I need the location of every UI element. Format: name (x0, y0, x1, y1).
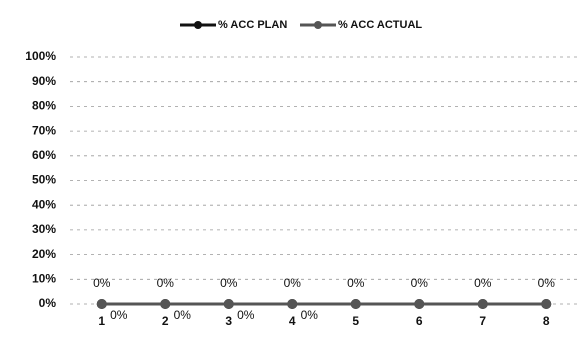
legend-label: % ACC ACTUAL (338, 19, 422, 31)
y-tick-label: 60% (32, 148, 56, 162)
data-label: 0% (110, 308, 128, 322)
x-tick-label: 7 (479, 314, 486, 328)
y-tick-label: 0% (39, 296, 57, 310)
y-tick-label: 10% (32, 271, 56, 285)
data-label: 0% (474, 276, 492, 290)
data-label: 0% (157, 276, 175, 290)
legend-label: % ACC PLAN (218, 19, 287, 31)
point (350, 299, 361, 309)
point (160, 299, 171, 309)
y-tick-label: 80% (32, 99, 56, 113)
point (96, 299, 107, 309)
y-tick-label: 90% (32, 74, 56, 88)
x-tick-label: 2 (162, 314, 169, 328)
data-label: 0% (411, 276, 429, 290)
y-tick-label: 50% (32, 173, 56, 187)
y-tick-label: 70% (32, 123, 56, 137)
data-label: 0% (220, 276, 238, 290)
data-label: 0% (237, 308, 255, 322)
data-label: 0% (93, 276, 111, 290)
data-label: 0% (538, 276, 556, 290)
point (477, 299, 488, 309)
y-tick-label: 40% (32, 197, 56, 211)
x-tick-label: 1 (98, 314, 105, 328)
data-label: 0% (347, 276, 365, 290)
x-tick-label: 6 (416, 314, 423, 328)
point (287, 299, 298, 309)
y-tick-label: 100% (25, 49, 56, 63)
y-tick-label: 20% (32, 247, 56, 261)
point (414, 299, 425, 309)
x-tick-label: 3 (225, 314, 232, 328)
x-tick-label: 4 (289, 314, 296, 328)
legend-marker (314, 21, 322, 29)
data-label: 0% (284, 276, 302, 290)
legend-marker (194, 21, 202, 29)
y-tick-label: 30% (32, 222, 56, 236)
x-tick-label: 8 (543, 314, 550, 328)
point (223, 299, 234, 309)
point (541, 299, 552, 309)
data-label: 0% (174, 308, 192, 322)
data-label: 0% (301, 308, 319, 322)
x-tick-label: 5 (352, 314, 359, 328)
